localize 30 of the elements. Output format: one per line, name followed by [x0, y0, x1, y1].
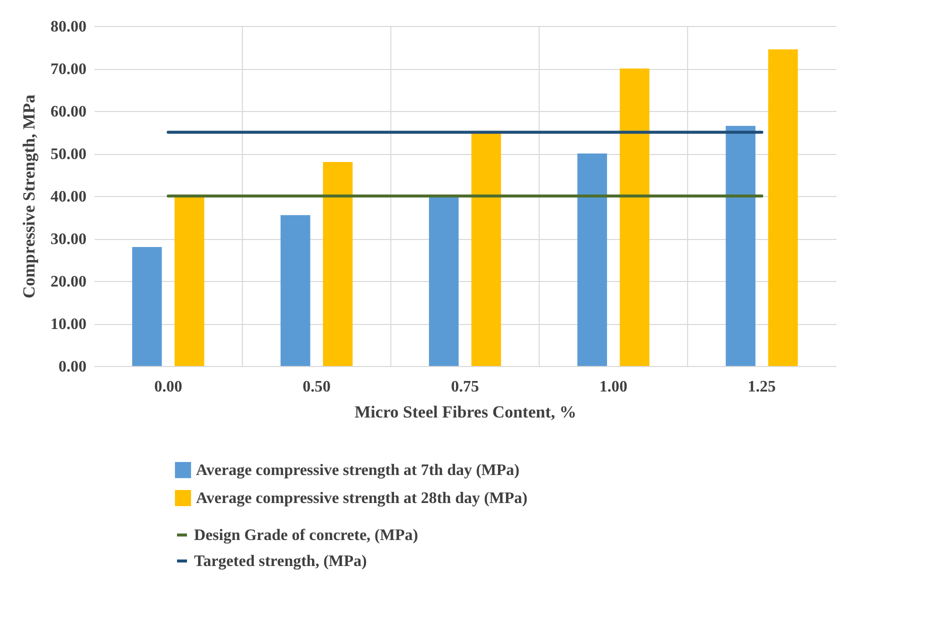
x-tick-label: 0.50: [302, 378, 331, 396]
y-tick-label: 60.00: [50, 104, 86, 120]
bar: [577, 154, 608, 366]
y-axis-title: Compressive Strength, MPa: [20, 94, 38, 298]
bar: [132, 247, 162, 366]
x-tick-label: 1.25: [748, 378, 776, 396]
bar: [280, 215, 310, 366]
y-tick-label: 70.00: [50, 61, 86, 78]
y-tick-label: 40.00: [50, 188, 86, 206]
legend-label: Targeted strength, (MPa): [194, 553, 367, 570]
bar: [768, 49, 798, 366]
bar: [174, 196, 204, 366]
legend-label: Average compressive strength at 28th day (MPa): [196, 490, 528, 507]
y-tick-label: 10.00: [50, 316, 86, 333]
x-tick-label: 0.00: [154, 378, 182, 396]
bar: [471, 132, 502, 366]
y-tick-label: 30.00: [50, 231, 86, 248]
legend-label: Design Grade of concrete, (MPa): [194, 527, 418, 544]
legend-label: Average compressive strength at 7th day (MPa): [196, 462, 520, 479]
x-tick-label: 1.00: [599, 378, 628, 396]
bar: [322, 162, 353, 366]
y-tick-label: 50.00: [50, 146, 86, 163]
bar: [620, 68, 650, 366]
x-tick-label: 0.75: [451, 378, 479, 396]
y-tick-label: 80.00: [50, 18, 86, 36]
y-tick-label: 0.00: [58, 358, 86, 376]
x-axis-title: Micro Steel Fibres Content, %: [354, 402, 576, 422]
bar: [428, 196, 459, 366]
y-tick-label: 20.00: [50, 274, 86, 290]
bar: [726, 126, 756, 366]
